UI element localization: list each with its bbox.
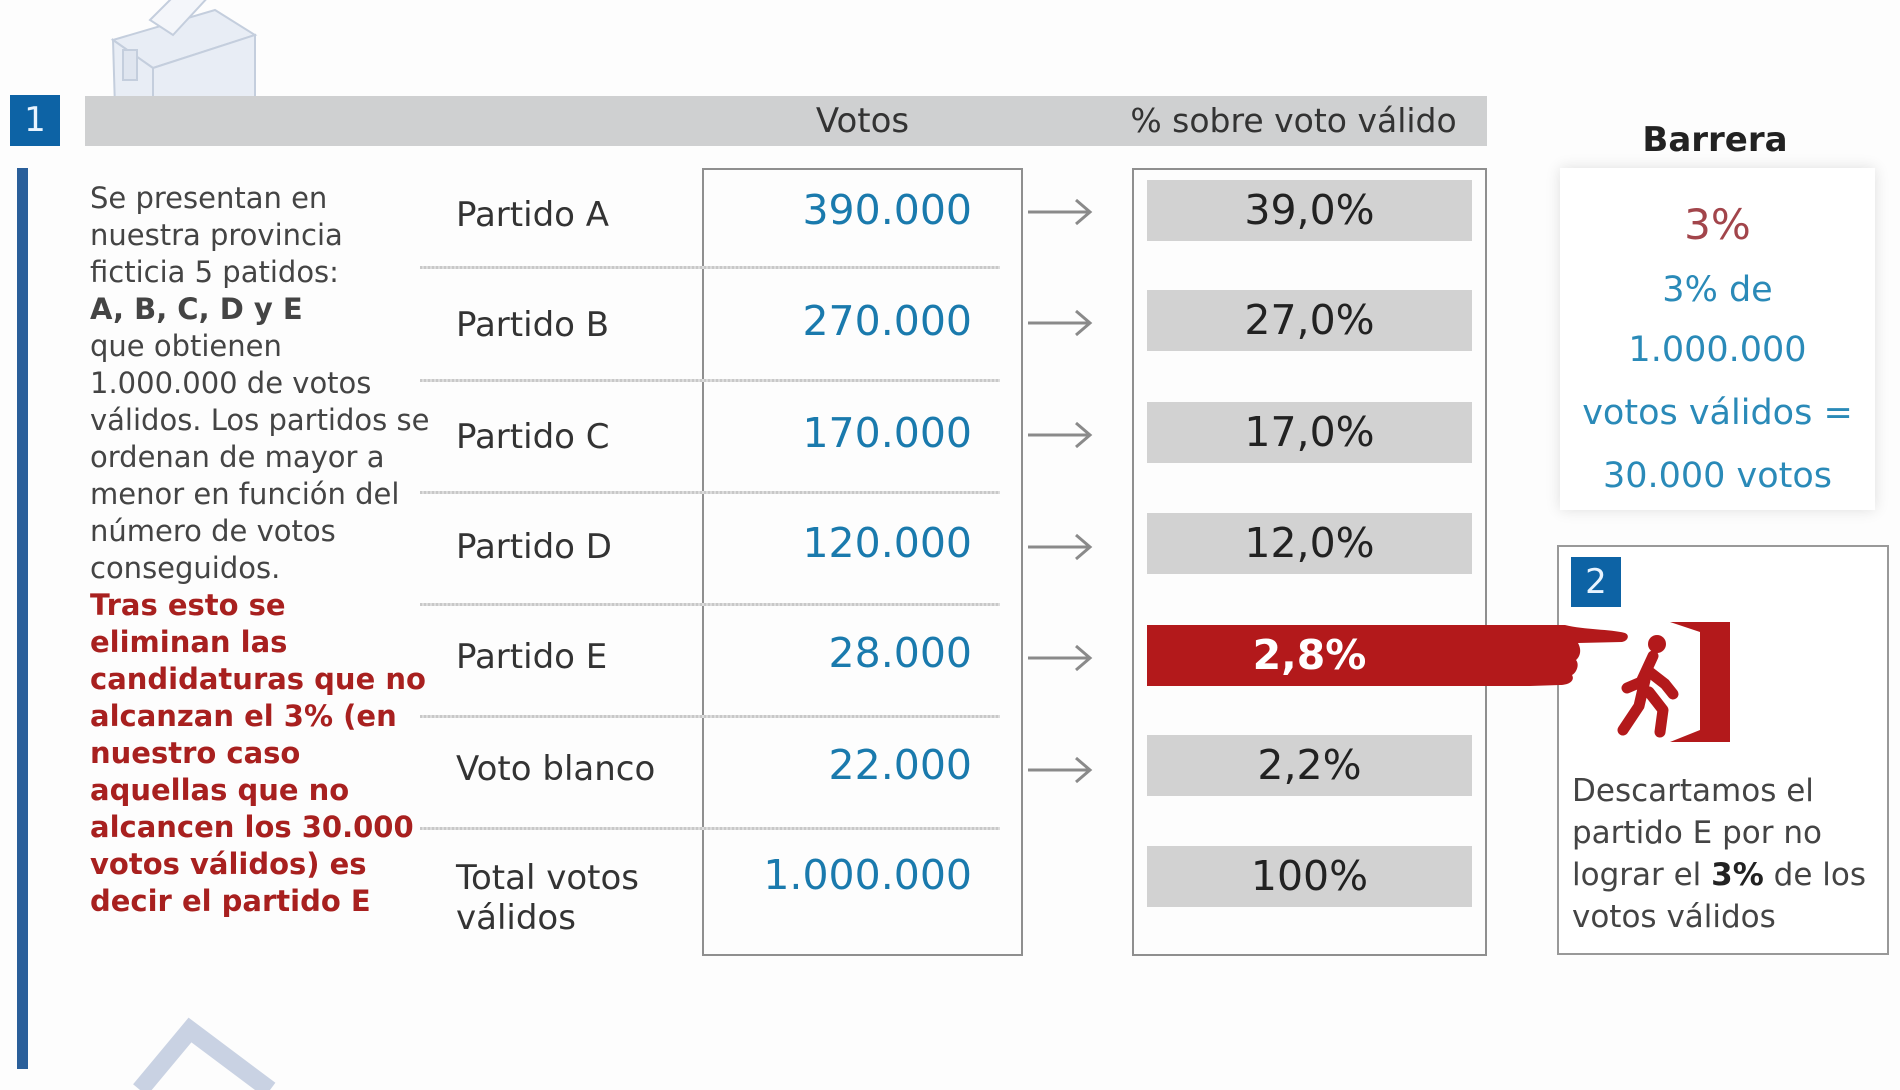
row-votes-partido-a: 390.000 <box>802 186 972 234</box>
row-votes-partido-e: 28.000 <box>828 629 972 677</box>
row-separator <box>420 827 1000 830</box>
step-2-box <box>1557 545 1889 955</box>
arrow-right-icon <box>1028 421 1093 449</box>
row-separator <box>420 715 1000 718</box>
arrow-right-icon <box>1028 198 1093 226</box>
row-label-partido-d: Partido D <box>456 527 612 567</box>
pointing-hand-icon <box>1530 625 1628 686</box>
pct-value-total: 100% <box>1250 852 1369 900</box>
pct-bar-partido-c <box>1147 402 1472 463</box>
pct-value-partido-c: 17,0% <box>1244 408 1375 456</box>
pct-bar-partido-b <box>1147 290 1472 351</box>
barrera-title: Barrera <box>1642 120 1788 160</box>
barrera-line-2: 1.000.000 <box>1628 330 1807 370</box>
row-votes-partido-c: 170.000 <box>802 409 972 457</box>
step-2-text-bold: 3% <box>1711 857 1764 893</box>
pct-value-partido-a: 39,0% <box>1244 186 1375 234</box>
pct-bar-partido-e-eliminated <box>1147 625 1530 686</box>
row-label-partido-a: Partido A <box>456 195 610 235</box>
barrera-line-1: 3% de <box>1662 270 1773 310</box>
row-label-total-line1: Total votos <box>456 858 639 898</box>
step-1-badge: 1 <box>10 95 60 146</box>
step-2-text-after: de los votos válidos <box>1572 857 1866 935</box>
pct-bar-voto-blanco <box>1147 735 1472 796</box>
barrera-line-4: 30.000 votos <box>1602 456 1833 496</box>
step-1-rail <box>17 168 28 1069</box>
row-votes-partido-b: 270.000 <box>802 297 972 345</box>
intro-text: Se presentan en nuestra provincia fictic… <box>90 180 430 920</box>
row-votes-total: 1.000.000 <box>763 851 972 899</box>
header-pct-valid: % sobre voto válido <box>1130 101 1457 140</box>
arrow-right-icon <box>1028 756 1093 784</box>
votes-column-box <box>702 168 1023 956</box>
row-label-voto-blanco: Voto blanco <box>456 749 656 789</box>
header-votos: Votos <box>815 101 910 141</box>
row-votes-voto-blanco: 22.000 <box>828 741 972 789</box>
step-2-text: Descartamos el partido E por no lograr e… <box>1572 770 1882 938</box>
pct-bar-total <box>1147 846 1472 907</box>
intro-line2: que obtienen 1.000.000 de votos válidos.… <box>90 329 430 585</box>
intro-parties: A, B, C, D y E <box>90 292 303 326</box>
row-label-partido-b: Partido B <box>456 305 610 345</box>
arrow-right-icon <box>1028 533 1093 561</box>
barrera-box <box>1560 168 1875 510</box>
arrow-right-icon <box>1028 309 1093 337</box>
pct-value-partido-e: 2,8% <box>1252 631 1367 679</box>
pct-bar-partido-d <box>1147 513 1472 574</box>
row-label-total: Total votos válidos <box>456 858 696 938</box>
pct-value-partido-d: 12,0% <box>1244 519 1375 567</box>
row-label-total-line2: válidos <box>456 898 576 938</box>
row-votes-partido-d: 120.000 <box>802 519 972 567</box>
row-separator <box>420 491 1000 494</box>
barrera-pct: 3% <box>1684 200 1751 249</box>
step-2-badge: 2 <box>1571 557 1621 607</box>
row-separator <box>420 266 1000 269</box>
row-label-partido-e: Partido E <box>456 637 608 677</box>
ballot-box-bottom-icon <box>133 1017 276 1090</box>
barrera-line-3: votos válidos = <box>1582 393 1853 433</box>
intro-line1: Se presentan en nuestra provincia fictic… <box>90 181 343 289</box>
pct-value-partido-b: 27,0% <box>1244 296 1375 344</box>
row-separator <box>420 379 1000 382</box>
exit-door-icon <box>1617 622 1730 742</box>
intro-elimination-note: Tras esto se eliminan las candidaturas q… <box>90 588 426 918</box>
pct-value-voto-blanco: 2,2% <box>1257 741 1362 789</box>
arrow-right-icon <box>1028 644 1093 672</box>
pct-bar-partido-a <box>1147 180 1472 241</box>
row-label-partido-c: Partido C <box>456 417 610 457</box>
row-separator <box>420 603 1000 606</box>
table-header-bar <box>85 96 1487 146</box>
step-2-text-before: Descartamos el partido E por no lograr e… <box>1572 773 1822 893</box>
pct-column-box <box>1132 168 1487 956</box>
